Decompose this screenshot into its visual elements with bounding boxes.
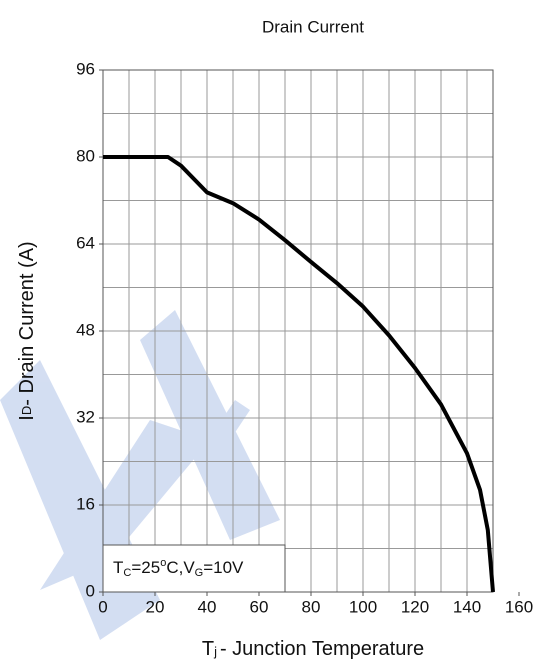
- annotation: TC=25oC,VG=10V: [113, 557, 244, 579]
- y-tick-label: 48: [76, 320, 95, 339]
- line: [103, 155, 495, 593]
- y-tick-label: 64: [76, 233, 95, 252]
- annotation-part: G: [195, 567, 204, 579]
- y-tick-label: 80: [76, 146, 95, 165]
- x-tick-label: 120: [401, 597, 429, 616]
- x-tick-label: 20: [146, 597, 165, 616]
- annotation-part: =10V: [203, 558, 244, 577]
- y-tick-label: 16: [76, 494, 95, 513]
- x-tick-label: 40: [198, 597, 217, 616]
- y-tick-label: 0: [86, 581, 95, 600]
- chart-title: Drain Current: [262, 17, 364, 36]
- x-tick-label: 80: [302, 597, 321, 616]
- y-tick-label: 96: [76, 59, 95, 78]
- annotation-part: C,V: [166, 558, 195, 577]
- x-axis-label: Tj - Junction Temperature: [202, 638, 424, 660]
- x-tick-label: 0: [98, 597, 107, 616]
- x-tick-label: 140: [453, 597, 481, 616]
- x-tick-label: 100: [349, 597, 377, 616]
- x-tick-label: 60: [250, 597, 269, 616]
- annotation-part: =25: [131, 558, 160, 577]
- annotation-box: [102, 544, 286, 593]
- x-tick-label: 160: [505, 597, 533, 616]
- y-tick-label: 32: [76, 407, 95, 426]
- annotation-part: o: [160, 557, 166, 569]
- annotation-part: C: [123, 567, 131, 579]
- y-axis-label: ID- Drain Current (A): [16, 241, 38, 420]
- annotation-part: T: [113, 558, 123, 577]
